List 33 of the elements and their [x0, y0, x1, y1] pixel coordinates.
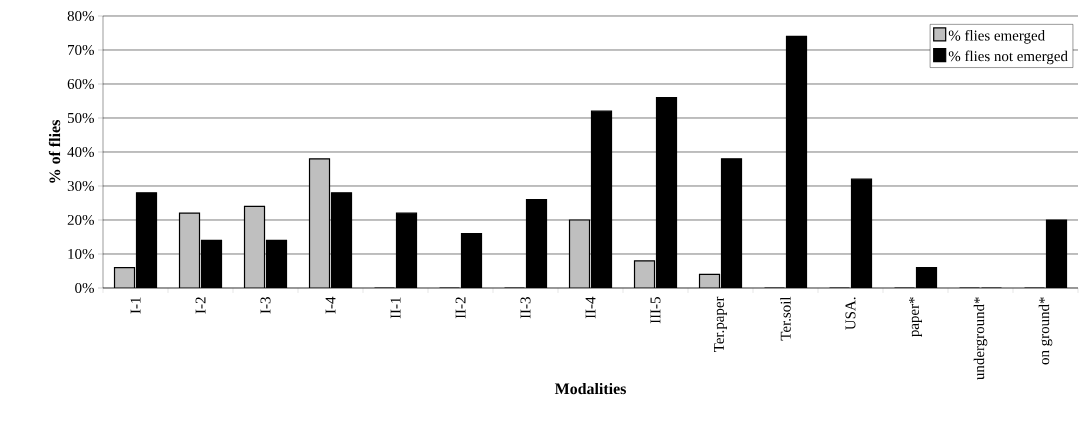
x-tick-label: I-1: [130, 297, 141, 314]
y-tick-label: 10%: [68, 248, 94, 260]
x-tick-label: II-1: [390, 297, 401, 319]
y-tick-label: 50%: [67, 112, 94, 124]
y-tick-label: 40%: [67, 146, 94, 158]
bar: [568, 219, 591, 288]
x-tick-label: USA.: [845, 297, 856, 330]
x-tick-label: I-4: [325, 296, 336, 314]
x-tick-label: Ter.paper: [714, 296, 727, 353]
x-tick-label: Ter.soil: [780, 296, 791, 341]
x-axis-title: Modalities: [554, 382, 626, 395]
y-axis-title: % of flies: [48, 120, 61, 183]
y-tick-label: 70%: [68, 44, 94, 56]
x-tick-label: II-4: [585, 296, 596, 319]
x-tick-label: underground*: [973, 297, 988, 380]
x-tick-label: paper*: [909, 297, 922, 337]
bar: [243, 205, 266, 288]
x-tick-label: II-3: [520, 297, 531, 319]
bar: [178, 212, 201, 288]
x-tick-label: I-3: [260, 297, 271, 314]
x-tick-label: I-2: [195, 297, 206, 314]
x-tick-label: on ground*: [1038, 297, 1053, 365]
y-tick-label: 80%: [67, 10, 94, 22]
legend-label: % flies not emerged: [948, 50, 1068, 65]
legend-label: % flies emerged: [948, 29, 1045, 44]
bar: [633, 260, 656, 288]
x-tick-label: III-5: [650, 297, 661, 324]
y-tick-label: 60%: [67, 78, 94, 90]
y-tick-label: 0%: [75, 282, 94, 294]
y-tick-label: 30%: [67, 180, 94, 192]
bar: [308, 158, 331, 288]
y-tick-label: 20%: [67, 214, 94, 226]
x-tick-label: II-2: [455, 297, 466, 319]
